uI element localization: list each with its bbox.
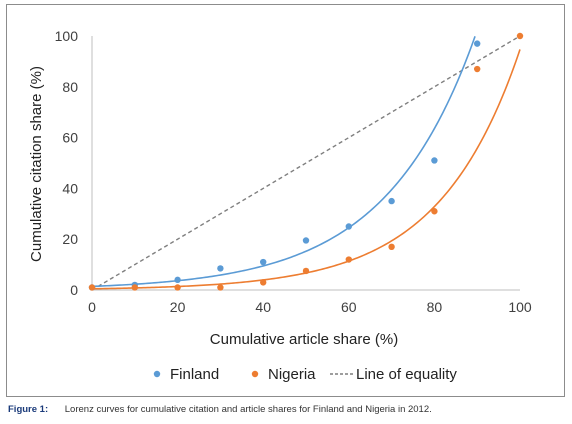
- figure-caption: Figure 1: Lorenz curves for cumulative c…: [8, 404, 432, 415]
- chart-legend: Finland Nigeria Line of equality: [153, 366, 457, 383]
- y-tick-label: 20: [62, 231, 78, 247]
- data-point-nigeria: [474, 65, 481, 73]
- data-point-finland: [217, 265, 224, 272]
- figure-frame: 0 20 40 60 80 100 0 20 40 60 80 100 Cumulative cita…: [6, 4, 565, 397]
- data-point-finland: [431, 157, 438, 164]
- legend-marker-finland: [153, 370, 161, 378]
- data-point-nigeria: [131, 284, 138, 291]
- data-point-finland: [260, 258, 267, 266]
- x-axis-title: Cumulative article share (%): [210, 331, 398, 348]
- data-point-finland: [174, 276, 181, 284]
- x-tick-label: 0: [88, 299, 96, 315]
- y-tick-label: 100: [55, 28, 79, 44]
- y-tick-label: 40: [62, 180, 78, 196]
- tick-labels: 0 20 40 60 80 100 0 20 40 60 80 100: [55, 28, 532, 315]
- equality-line: [91, 35, 521, 291]
- chart-axes: [91, 36, 520, 291]
- data-point-nigeria: [88, 284, 96, 291]
- x-tick-label: 20: [170, 299, 186, 315]
- caption-label: Figure 1:: [8, 404, 49, 415]
- data-point-finland: [345, 223, 352, 230]
- data-point-finland: [388, 197, 395, 205]
- data-point-nigeria: [345, 256, 352, 263]
- y-tick-label: 0: [70, 282, 78, 298]
- legend-marker-nigeria: [251, 370, 259, 378]
- data-point-nigeria: [174, 284, 181, 291]
- data-point-finland: [302, 237, 310, 244]
- lorenz-chart: 0 20 40 60 80 100 0 20 40 60 80 100 Cumulative cita…: [28, 28, 532, 383]
- x-tick-label: 60: [341, 299, 357, 315]
- data-point-nigeria: [431, 208, 438, 215]
- chart-series: [88, 32, 524, 291]
- caption-text: Lorenz curves for cumulative citation an…: [64, 404, 432, 415]
- y-axis-title: Cumulative citation share (%): [28, 66, 45, 262]
- legend-label-finland: Finland: [170, 366, 219, 383]
- x-tick-label: 40: [255, 299, 271, 315]
- x-tick-label: 100: [508, 299, 532, 315]
- legend-label-equality: Line of equality: [356, 366, 457, 383]
- data-point-nigeria: [302, 267, 310, 275]
- data-point-nigeria: [388, 243, 395, 251]
- y-tick-label: 80: [62, 79, 78, 95]
- data-point-nigeria: [516, 32, 524, 40]
- legend-label-nigeria: Nigeria: [268, 366, 316, 383]
- data-point-finland: [474, 40, 481, 47]
- data-point-nigeria: [217, 284, 224, 291]
- trendline-finland: [91, 36, 476, 288]
- y-tick-label: 60: [62, 130, 78, 146]
- data-point-nigeria: [260, 279, 267, 286]
- x-tick-label: 80: [427, 299, 443, 315]
